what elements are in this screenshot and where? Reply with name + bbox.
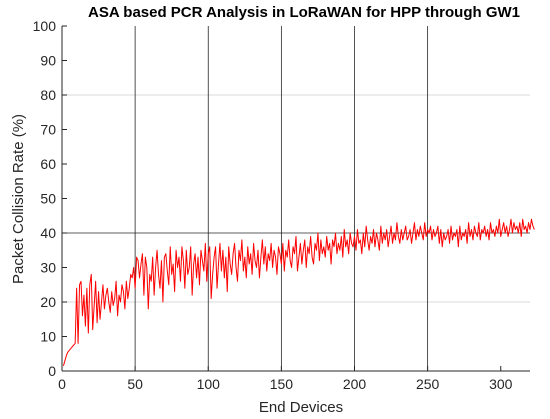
x-tick-label-300: 300 bbox=[489, 376, 513, 392]
tick-labels: 0 50 100 150 200 250 300 0 10 20 30 40 50 60 70 80 90 100 bbox=[33, 18, 513, 392]
y-tick-label-70: 70 bbox=[40, 122, 56, 138]
series-line-0 bbox=[62, 218, 535, 366]
y-tick-label-0: 0 bbox=[48, 363, 56, 379]
y-tick-label-90: 90 bbox=[40, 53, 56, 69]
x-tick-label-250: 250 bbox=[416, 376, 440, 392]
x-tick-label-0: 0 bbox=[58, 376, 66, 392]
y-tick-label-100: 100 bbox=[33, 18, 57, 34]
x-tick-label-100: 100 bbox=[197, 376, 221, 392]
y-tick-label-60: 60 bbox=[40, 156, 56, 172]
x-tick-label-50: 50 bbox=[127, 376, 143, 392]
x-tick-label-150: 150 bbox=[270, 376, 294, 392]
grid-lines bbox=[62, 26, 530, 371]
y-tick-label-80: 80 bbox=[40, 87, 56, 103]
y-tick-label-10: 10 bbox=[40, 329, 56, 345]
y-tick-label-50: 50 bbox=[40, 191, 56, 207]
y-tick-label-20: 20 bbox=[40, 294, 56, 310]
y-tick-label-30: 30 bbox=[40, 260, 56, 276]
x-axis-label: End Devices bbox=[259, 399, 343, 416]
y-axis-label: Packet Collision Rate (%) bbox=[10, 114, 27, 284]
y-tick-label-40: 40 bbox=[40, 225, 56, 241]
x-tick-label-200: 200 bbox=[343, 376, 367, 392]
chart-title: ASA based PCR Analysis in LoRaWAN for HP… bbox=[88, 4, 520, 21]
series-layer bbox=[62, 218, 535, 366]
